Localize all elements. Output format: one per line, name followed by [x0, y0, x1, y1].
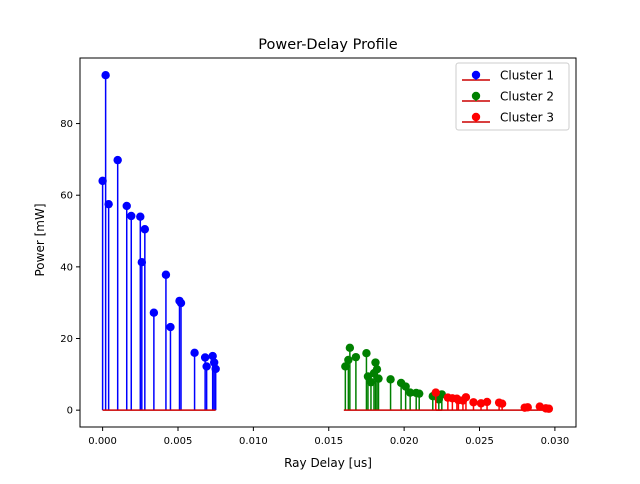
stem-marker	[544, 404, 554, 413]
stem-marker	[98, 176, 107, 186]
legend-label: Cluster 3	[500, 111, 554, 125]
stem-marker	[101, 70, 110, 80]
y-axis-label: Power [mW]	[33, 203, 47, 276]
axes: 0.000 0.005 0.010 0.015 0.020 0.025 0.030 0 20 40…	[60, 57, 577, 447]
stem-marker	[161, 270, 171, 279]
stem-marker	[176, 298, 186, 308]
x-tick-label: 0.020	[390, 436, 419, 447]
y-tick-label: 40	[60, 262, 73, 273]
x-tick-label: 0.030	[541, 436, 570, 447]
stem-marker	[371, 358, 380, 367]
y-tick-label: 80	[60, 119, 73, 130]
series-cluster-2	[341, 343, 447, 411]
x-axis-label: Ray Delay [us]	[284, 456, 372, 470]
stem-marker	[461, 393, 471, 402]
legend-label: Cluster 1	[500, 69, 554, 83]
legend: Cluster 1 Cluster 2 Cluster 3	[455, 62, 570, 131]
plot-area	[98, 70, 554, 413]
x-tick-label: 0.010	[239, 436, 268, 447]
stem-marker	[366, 378, 376, 387]
stem-marker	[136, 212, 145, 221]
chart-title: Power-Delay Profile	[258, 37, 398, 53]
series-cluster-1	[98, 70, 220, 411]
series-cluster-3	[431, 388, 554, 413]
stem-marker	[202, 362, 211, 371]
legend-label: Cluster 2	[500, 90, 554, 104]
legend-marker	[471, 70, 481, 80]
stem-marker	[137, 258, 147, 267]
stem-marker	[209, 358, 219, 367]
axes-frame	[79, 57, 577, 428]
stem-marker	[482, 397, 492, 407]
stem-marker	[166, 322, 175, 332]
stem-marker	[200, 353, 210, 362]
stem-marker	[127, 211, 136, 221]
stem-marker	[344, 355, 353, 365]
stem-marker	[405, 388, 415, 397]
stem-marker	[104, 199, 113, 209]
x-tick-label: 0.000	[88, 436, 117, 447]
x-tick-label: 0.025	[465, 436, 494, 447]
stem-marker	[374, 374, 383, 383]
x-tick-label: 0.015	[314, 436, 343, 447]
stem-marker	[351, 352, 361, 362]
y-tick-label: 20	[60, 334, 73, 345]
stem-marker	[362, 349, 371, 358]
y-tick-label: 0	[67, 406, 73, 417]
stem-marker	[401, 382, 410, 391]
stem-marker	[149, 308, 159, 317]
stem-marker	[113, 155, 122, 165]
stem-marker	[341, 362, 350, 371]
stem-marker	[372, 365, 382, 374]
legend-marker	[471, 112, 481, 122]
stem-marker	[431, 388, 440, 397]
stem-marker	[523, 403, 532, 412]
stem-marker	[190, 348, 199, 358]
stem-marker	[415, 389, 424, 398]
y-tick-label: 60	[60, 191, 73, 202]
stem-marker	[469, 398, 478, 407]
x-tick-label: 0.005	[164, 436, 193, 447]
stem-marker	[211, 364, 220, 374]
stem-marker	[345, 343, 355, 353]
stem-marker	[122, 201, 131, 211]
stem-marker	[140, 225, 150, 234]
legend-marker	[471, 91, 481, 101]
stem-marker	[497, 399, 507, 408]
stem-marker	[208, 351, 217, 361]
stem-marker	[386, 375, 395, 384]
